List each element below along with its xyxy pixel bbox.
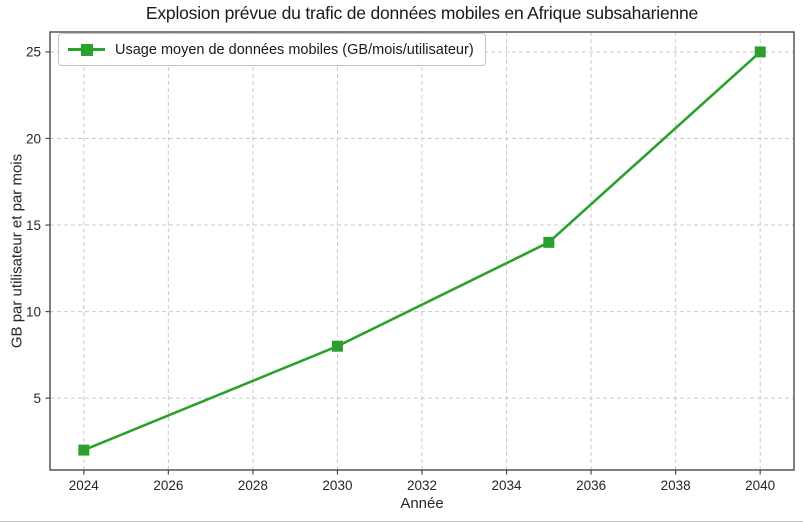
data-point-marker bbox=[78, 444, 90, 456]
legend: Usage moyen de données mobiles (GB/mois/… bbox=[58, 33, 486, 66]
data-point-marker bbox=[331, 340, 343, 352]
x-tick-label: 2032 bbox=[407, 478, 437, 493]
legend-label: Usage moyen de données mobiles (GB/mois/… bbox=[115, 41, 474, 58]
y-axis-label: GB par utilisateur et par mois bbox=[8, 153, 26, 349]
x-tick-label: 2036 bbox=[576, 478, 606, 493]
x-tick-label: 2026 bbox=[153, 478, 183, 493]
y-tick-label: 5 bbox=[33, 391, 41, 406]
y-tick-label: 25 bbox=[26, 45, 41, 60]
data-point-marker bbox=[754, 46, 766, 58]
x-axis-label: Année bbox=[400, 495, 444, 512]
legend-square-marker-icon bbox=[80, 43, 93, 56]
x-tick-label: 2030 bbox=[322, 478, 352, 493]
y-tick-label: 15 bbox=[26, 218, 41, 233]
legend-swatch bbox=[68, 43, 105, 57]
x-tick-label: 2040 bbox=[745, 478, 775, 493]
x-tick-label: 2038 bbox=[661, 478, 691, 493]
chart-title: Explosion prévue du trafic de données mo… bbox=[145, 3, 699, 23]
x-tick-label: 2028 bbox=[238, 478, 268, 493]
y-tick-label: 20 bbox=[26, 131, 41, 146]
y-tick-label: 10 bbox=[26, 304, 41, 319]
data-point-marker bbox=[543, 236, 555, 248]
data-line bbox=[83, 50, 762, 452]
x-tick-label: 2034 bbox=[492, 478, 523, 493]
x-tick-label: 2024 bbox=[69, 478, 100, 493]
